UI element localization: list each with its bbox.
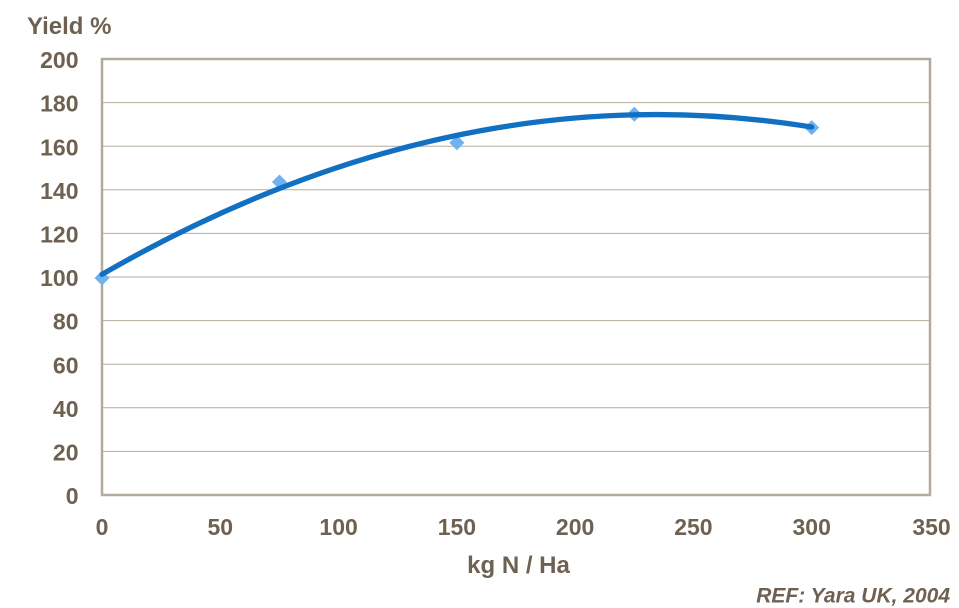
- svg-text:20: 20: [53, 440, 79, 466]
- svg-text:REF: Yara UK, 2004: REF: Yara UK, 2004: [756, 585, 950, 608]
- svg-text:350: 350: [912, 514, 950, 540]
- svg-text:140: 140: [40, 178, 78, 204]
- svg-text:50: 50: [208, 514, 234, 540]
- svg-text:40: 40: [53, 396, 79, 422]
- svg-text:0: 0: [96, 514, 109, 540]
- svg-text:100: 100: [319, 514, 357, 540]
- svg-text:300: 300: [793, 514, 831, 540]
- svg-text:Yield %: Yield %: [27, 13, 111, 40]
- svg-text:200: 200: [40, 47, 78, 73]
- svg-text:200: 200: [556, 514, 594, 540]
- svg-text:60: 60: [53, 352, 79, 378]
- svg-text:kg N / Ha: kg N / Ha: [467, 552, 570, 579]
- svg-text:150: 150: [438, 514, 476, 540]
- svg-text:160: 160: [40, 134, 78, 160]
- svg-text:180: 180: [40, 91, 78, 117]
- svg-text:100: 100: [40, 265, 78, 291]
- svg-text:250: 250: [674, 514, 712, 540]
- svg-text:120: 120: [40, 222, 78, 248]
- svg-text:0: 0: [66, 483, 79, 509]
- svg-text:80: 80: [53, 309, 79, 335]
